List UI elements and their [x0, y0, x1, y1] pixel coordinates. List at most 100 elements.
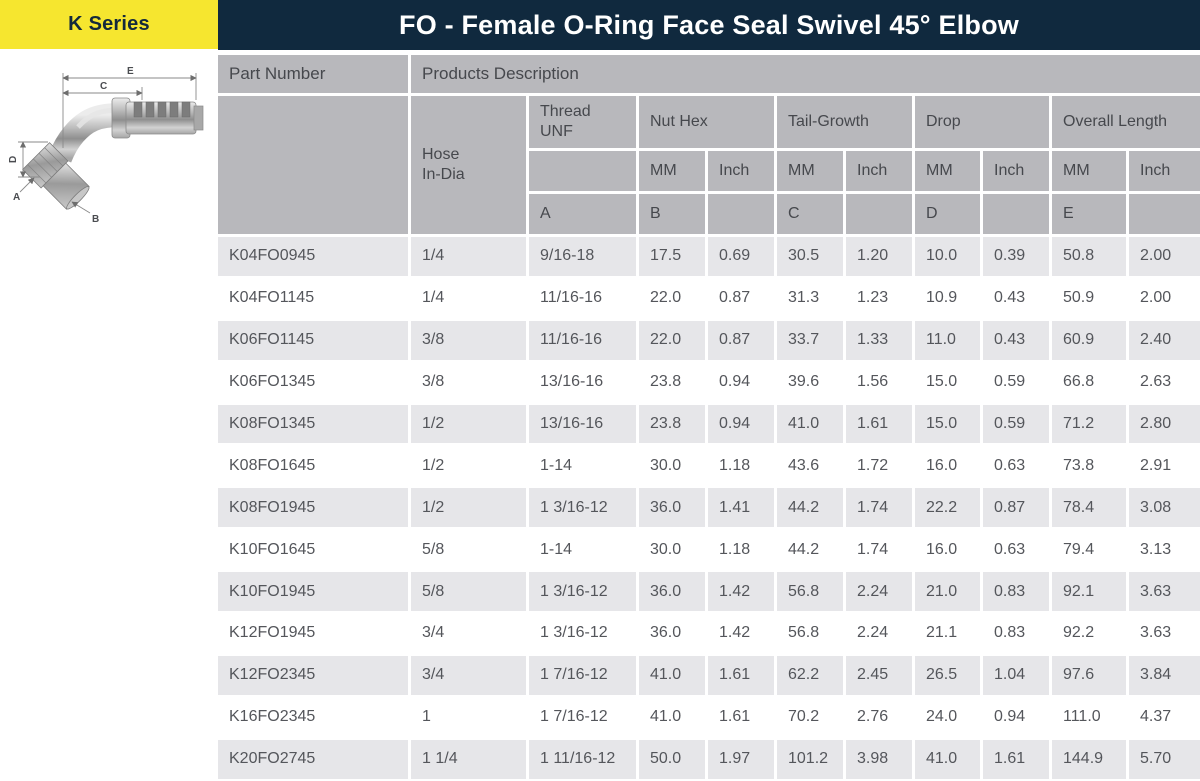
letter-header-d: D — [915, 194, 980, 234]
dimension-lines — [18, 73, 197, 214]
spec-value-cell: 1 3/16-12 — [529, 572, 636, 612]
spec-value-cell: 41.0 — [639, 655, 705, 695]
spec-value-cell: 2.91 — [1129, 446, 1200, 486]
spec-value-cell: 10.0 — [915, 237, 980, 276]
spec-value-cell: 2.24 — [846, 572, 912, 612]
dim-label-d: D — [8, 156, 19, 163]
series-badge: K Series — [0, 0, 218, 49]
spec-value-cell: 13/16-16 — [529, 362, 636, 402]
spec-value-cell: 1 1/4 — [411, 739, 526, 779]
spec-value-cell: 101.2 — [777, 739, 843, 779]
spec-value-cell: 3.08 — [1129, 488, 1200, 528]
spec-value-cell: 66.8 — [1052, 362, 1126, 402]
spec-value-cell: 2.63 — [1129, 362, 1200, 402]
spec-value-cell: 30.0 — [639, 446, 705, 486]
spec-value-cell: 39.6 — [777, 362, 843, 402]
spec-value-cell: 21.0 — [915, 572, 980, 612]
spec-value-cell: 1.61 — [846, 404, 912, 444]
spec-value-cell: 0.87 — [708, 278, 774, 318]
spec-value-cell: 2.24 — [846, 614, 912, 653]
spec-value-cell: 0.43 — [983, 320, 1049, 360]
sleeve-end-cap — [193, 105, 204, 131]
spec-value-cell: 2.76 — [846, 697, 912, 737]
col-header-thread-unf: Thread UNF — [529, 96, 636, 148]
spec-value-cell: 5/8 — [411, 530, 526, 570]
dim-label-c: C — [100, 81, 107, 92]
spec-value-cell: 1 7/16-12 — [529, 697, 636, 737]
point-label-a: A — [13, 192, 20, 203]
spec-value-cell: 50.8 — [1052, 237, 1126, 276]
spec-value-cell: 50.9 — [1052, 278, 1126, 318]
spec-value-cell: 1.04 — [983, 655, 1049, 695]
spec-value-cell: 0.59 — [983, 362, 1049, 402]
spec-value-cell: 16.0 — [915, 446, 980, 486]
letter-header-c: C — [777, 194, 843, 234]
letter-header-b: B — [639, 194, 705, 234]
spec-value-cell: 36.0 — [639, 488, 705, 528]
spec-value-cell: 1.42 — [708, 614, 774, 653]
letter-header-blank — [1129, 194, 1200, 234]
spec-value-cell: 73.8 — [1052, 446, 1126, 486]
spec-value-cell: 22.0 — [639, 278, 705, 318]
spec-value-cell: 1 — [411, 697, 526, 737]
header-spacer-cell — [218, 96, 408, 234]
spec-value-cell: 4.37 — [1129, 697, 1200, 737]
part-number-cell: K20FO2745 — [218, 739, 408, 779]
title-bar: FO - Female O-Ring Face Seal Swivel 45° … — [218, 0, 1200, 50]
spec-value-cell: 1.42 — [708, 572, 774, 612]
series-label: K Series — [68, 13, 150, 35]
technical-drawing: E C D A B — [0, 52, 218, 302]
spec-value-cell: 23.8 — [639, 362, 705, 402]
unit-header-inch: Inch — [1129, 151, 1200, 191]
part-number-cell: K06FO1145 — [218, 320, 408, 360]
spec-value-cell: 41.0 — [777, 404, 843, 444]
spec-value-cell: 36.0 — [639, 572, 705, 612]
spec-value-cell: 33.7 — [777, 320, 843, 360]
spec-value-cell: 0.87 — [983, 488, 1049, 528]
spec-value-cell: 1/4 — [411, 278, 526, 318]
spec-value-cell: 2.80 — [1129, 404, 1200, 444]
spec-value-cell: 1.18 — [708, 446, 774, 486]
spec-value-cell: 2.45 — [846, 655, 912, 695]
part-number-cell: K10FO1645 — [218, 530, 408, 570]
spec-value-cell: 1 11/16-12 — [529, 739, 636, 779]
dim-label-e: E — [127, 66, 134, 77]
unit-header-inch: Inch — [708, 151, 774, 191]
part-number-cell: K08FO1345 — [218, 404, 408, 444]
spec-value-cell: 0.94 — [708, 404, 774, 444]
part-number-cell: K16FO2345 — [218, 697, 408, 737]
spec-value-cell: 3.63 — [1129, 572, 1200, 612]
spec-value-cell: 1/2 — [411, 404, 526, 444]
spec-value-cell: 31.3 — [777, 278, 843, 318]
spec-value-cell: 15.0 — [915, 404, 980, 444]
spec-value-cell: 3.13 — [1129, 530, 1200, 570]
dimension-labels: E C D A B — [8, 66, 134, 225]
spec-value-cell: 1/2 — [411, 446, 526, 486]
spec-value-cell: 97.6 — [1052, 655, 1126, 695]
spec-value-cell: 17.5 — [639, 237, 705, 276]
elbow-fitting-diagram: E C D A B — [8, 66, 204, 225]
part-number-cell: K12FO1945 — [218, 614, 408, 653]
letter-header-e: E — [1052, 194, 1126, 234]
spec-value-cell: 111.0 — [1052, 697, 1126, 737]
spec-value-cell: 56.8 — [777, 614, 843, 653]
spec-value-cell: 78.4 — [1052, 488, 1126, 528]
spec-value-cell: 1.33 — [846, 320, 912, 360]
spec-value-cell: 3.63 — [1129, 614, 1200, 653]
header-spacer-cell — [529, 151, 636, 191]
spec-value-cell: 71.2 — [1052, 404, 1126, 444]
spec-value-cell: 3.84 — [1129, 655, 1200, 695]
spec-value-cell: 30.0 — [639, 530, 705, 570]
page-title: FO - Female O-Ring Face Seal Swivel 45° … — [399, 9, 1019, 40]
spec-value-cell: 1.61 — [983, 739, 1049, 779]
part-number-cell: K12FO2345 — [218, 655, 408, 695]
spec-value-cell: 5.70 — [1129, 739, 1200, 779]
col-header-part-number: Part Number — [218, 55, 408, 93]
spec-value-cell: 144.9 — [1052, 739, 1126, 779]
spec-value-cell: 41.0 — [915, 739, 980, 779]
spec-value-cell: 1/4 — [411, 237, 526, 276]
spec-value-cell: 0.87 — [708, 320, 774, 360]
spec-value-cell: 1.61 — [708, 655, 774, 695]
spec-value-cell: 15.0 — [915, 362, 980, 402]
spec-value-cell: 0.83 — [983, 572, 1049, 612]
